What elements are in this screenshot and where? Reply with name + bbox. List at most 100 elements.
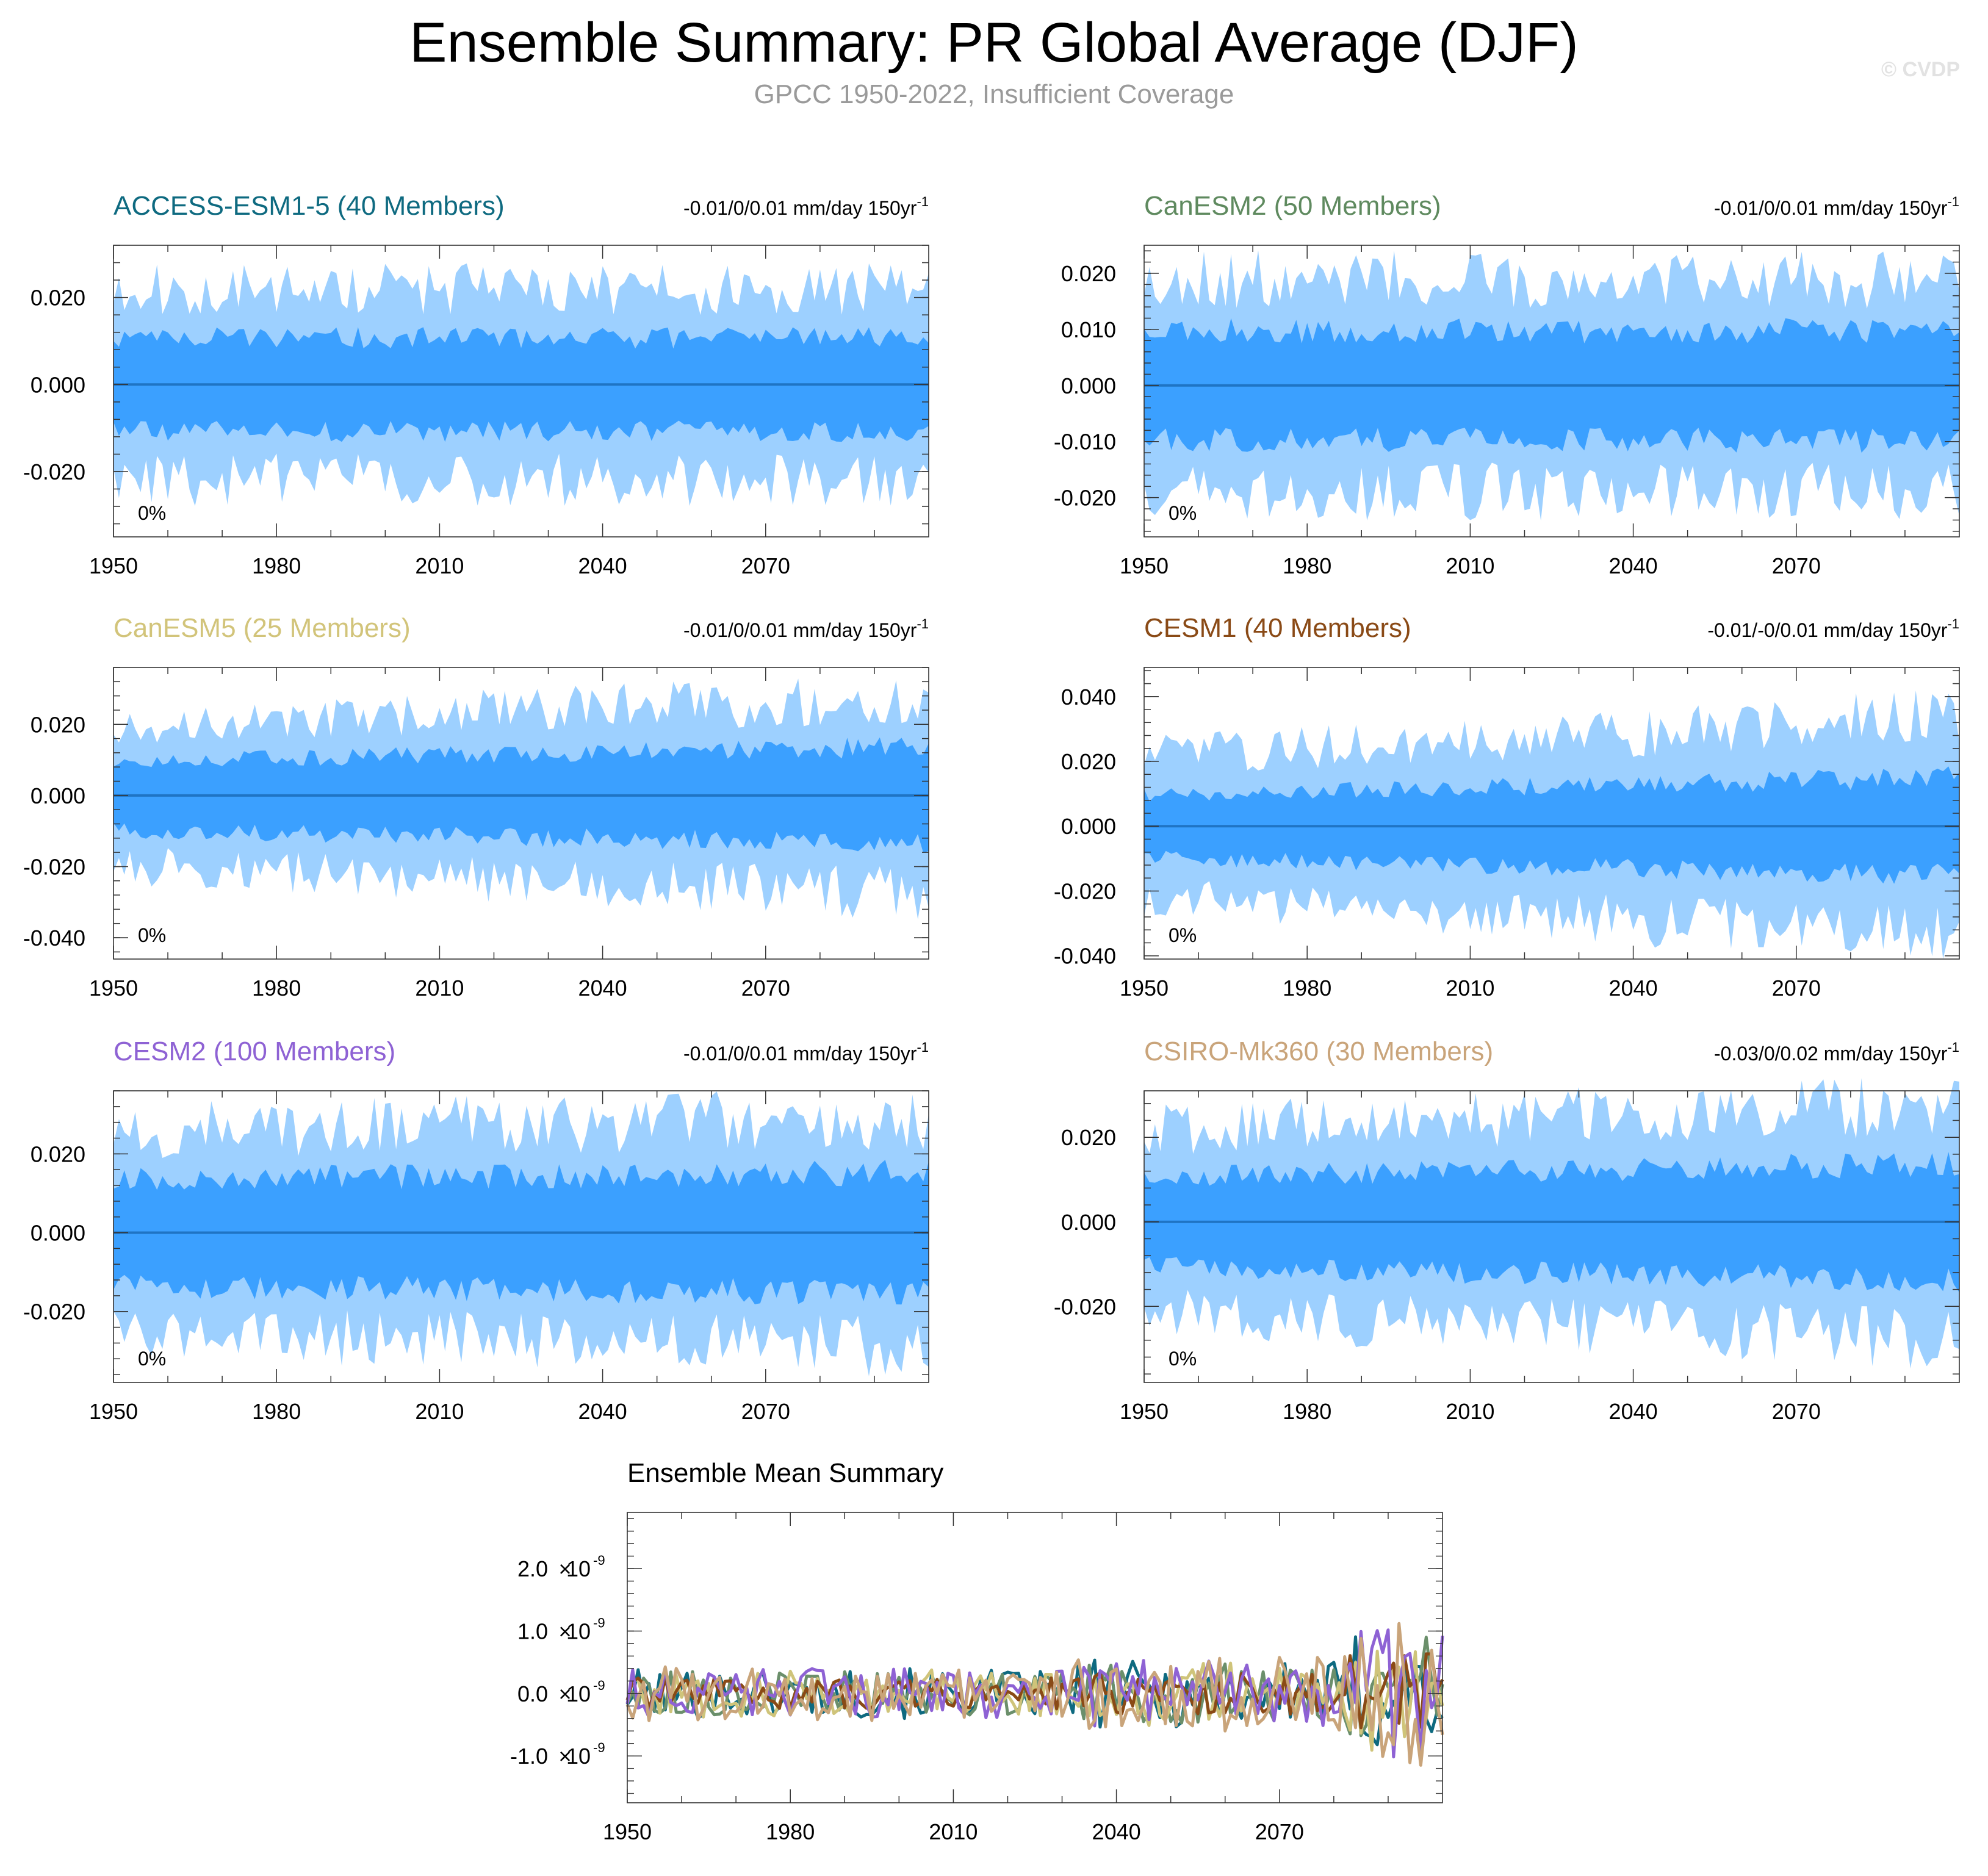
percent-label: 0% <box>1169 1348 1197 1370</box>
x-tick-label: 2040 <box>578 553 627 578</box>
y-tick-label: -0.020 <box>1054 486 1116 511</box>
trend-label: -0.01/0/0.01 mm/day 150yr-1 <box>683 1040 929 1065</box>
trend-exponent: -1 <box>917 1040 929 1055</box>
y-tick-label: 0.000 <box>31 1221 85 1246</box>
y-tick-times: × <box>558 1744 571 1769</box>
x-tick-label: 2040 <box>1092 1819 1141 1844</box>
x-tick-label: 1980 <box>1283 976 1331 1001</box>
plot-frame <box>1143 1090 1960 1383</box>
panel-title: ACCESS-ESM1-5 (40 Members) <box>113 191 505 221</box>
y-tick-label: 0.0 <box>517 1681 548 1706</box>
x-tick-label: 2010 <box>415 1399 464 1424</box>
y-tick-label: 0.020 <box>31 286 85 311</box>
panel-title: CSIRO-Mk360 (30 Members) <box>1144 1037 1493 1066</box>
panel-access: 1950 1980 2010 2040 2070 -0.020 0.000 0.020 ACCE… <box>23 191 929 578</box>
percent-label: 0% <box>1169 924 1197 946</box>
watermark: © CVDP <box>1881 58 1960 81</box>
x-tick-label: 2040 <box>578 976 627 1001</box>
y-tick-exponent: -9 <box>593 1678 605 1693</box>
y-tick-label: -1.0 <box>510 1744 548 1769</box>
x-tick-label: 1980 <box>766 1819 815 1844</box>
x-tick-label: 2010 <box>415 976 464 1001</box>
trend-exponent: -1 <box>917 194 929 209</box>
y-tick-times: × <box>558 1619 571 1644</box>
y-tick-exponent: -9 <box>593 1553 605 1568</box>
panel-ensemble-mean: 1950 1980 2010 2040 2070-1.0 ×10 -90.0 ×10 -91.0… <box>510 1458 1444 1844</box>
x-tick-label: 2040 <box>578 1399 627 1424</box>
plot-frame <box>113 245 929 537</box>
x-tick-label: 2010 <box>1446 976 1494 1001</box>
panel-title: CESM2 (100 Members) <box>113 1037 395 1066</box>
percent-label: 0% <box>1169 502 1197 524</box>
y-tick-label: 1.0 <box>517 1619 548 1644</box>
panel-title: Ensemble Mean Summary <box>627 1458 943 1488</box>
x-tick-label: 1980 <box>1283 553 1331 578</box>
y-tick-label: -0.020 <box>23 459 85 484</box>
panel-title: CESM1 (40 Members) <box>1144 613 1411 643</box>
y-tick-label: 0.020 <box>31 712 85 737</box>
panel-title: CanESM2 (50 Members) <box>1144 191 1441 221</box>
x-tick-label: 1950 <box>89 976 138 1001</box>
x-tick-label: 2040 <box>1609 1399 1658 1424</box>
y-tick-label: 0.020 <box>1061 749 1116 774</box>
x-tick-label: 2010 <box>929 1819 978 1844</box>
percent-label: 0% <box>138 1348 166 1370</box>
trend-exponent: -1 <box>917 616 929 631</box>
y-tick-label: 0.020 <box>1061 1125 1116 1150</box>
trend-label: -0.01/-0/0.01 mm/day 150yr-1 <box>1707 616 1959 641</box>
panel-canesm2: 1950 1980 2010 2040 2070 -0.020 -0.010 0.000 0.0… <box>1054 191 1960 578</box>
y-tick-base: 10 <box>566 1556 591 1581</box>
x-tick-label: 1980 <box>252 553 301 578</box>
y-tick-label: 0.020 <box>1061 261 1116 286</box>
y-tick-label: -0.010 <box>1054 429 1116 455</box>
x-tick-label: 2010 <box>415 553 464 578</box>
y-tick-label: -0.020 <box>1054 879 1116 904</box>
y-tick-label: 0.000 <box>1061 814 1116 839</box>
x-tick-label: 2070 <box>1255 1819 1304 1844</box>
plot-frame <box>113 667 929 960</box>
y-tick-times: × <box>558 1681 571 1706</box>
y-tick-label: 0.000 <box>1061 373 1116 398</box>
y-tick-base: 10 <box>566 1619 591 1644</box>
x-tick-label: 2010 <box>1446 553 1494 578</box>
trend-exponent: -1 <box>1947 1040 1959 1055</box>
x-tick-label: 2040 <box>1609 976 1658 1001</box>
y-tick-exponent: -9 <box>593 1615 605 1630</box>
y-tick-base: 10 <box>566 1744 591 1769</box>
trend-label: -0.01/0/0.01 mm/day 150yr-1 <box>683 616 929 641</box>
panel-title: CanESM5 (25 Members) <box>113 613 411 643</box>
y-tick-exponent: -9 <box>593 1740 605 1755</box>
y-tick-label: -0.040 <box>23 925 85 951</box>
y-tick-label: 2.0 <box>517 1556 548 1581</box>
trend-label: -0.01/0/0.01 mm/day 150yr-1 <box>1714 194 1959 219</box>
x-tick-label: 1950 <box>1120 1399 1169 1424</box>
plot-frame <box>113 1090 929 1383</box>
y-tick-label: 0.010 <box>1061 317 1116 342</box>
y-tick-label: -0.020 <box>23 854 85 879</box>
x-tick-label: 1980 <box>1283 1399 1331 1424</box>
x-tick-label: 1950 <box>89 1399 138 1424</box>
percent-label: 0% <box>138 924 166 946</box>
y-tick-label: 0.000 <box>31 783 85 808</box>
y-tick-base: 10 <box>566 1681 591 1706</box>
plot-frame <box>1143 245 1960 537</box>
x-tick-label: 2040 <box>1609 553 1658 578</box>
trend-exponent: -1 <box>1947 194 1959 209</box>
x-tick-label: 1980 <box>252 976 301 1001</box>
x-tick-label: 1950 <box>1120 553 1169 578</box>
x-tick-label: 2070 <box>1772 1399 1821 1424</box>
x-tick-label: 1950 <box>1120 976 1169 1001</box>
x-tick-label: 1950 <box>603 1819 652 1844</box>
panel-canesm5: 1950 1980 2010 2040 2070 -0.040 -0.020 0.000 0.0… <box>23 613 929 1001</box>
x-tick-label: 2070 <box>741 553 790 578</box>
series-line-cesm1 <box>625 1652 1444 1730</box>
y-tick-label: 0.040 <box>1061 685 1116 710</box>
y-tick-label: -0.040 <box>1054 944 1116 969</box>
page-title: Ensemble Summary: PR Global Average (DJF… <box>409 12 1579 74</box>
panel-cesm2: 1950 1980 2010 2040 2070 -0.020 0.000 0.020 CESM… <box>23 1037 929 1424</box>
y-tick-times: × <box>558 1556 571 1581</box>
x-tick-label: 1980 <box>252 1399 301 1424</box>
y-tick-label: 0.000 <box>31 372 85 397</box>
series-line-cesm2 <box>625 1628 1444 1759</box>
